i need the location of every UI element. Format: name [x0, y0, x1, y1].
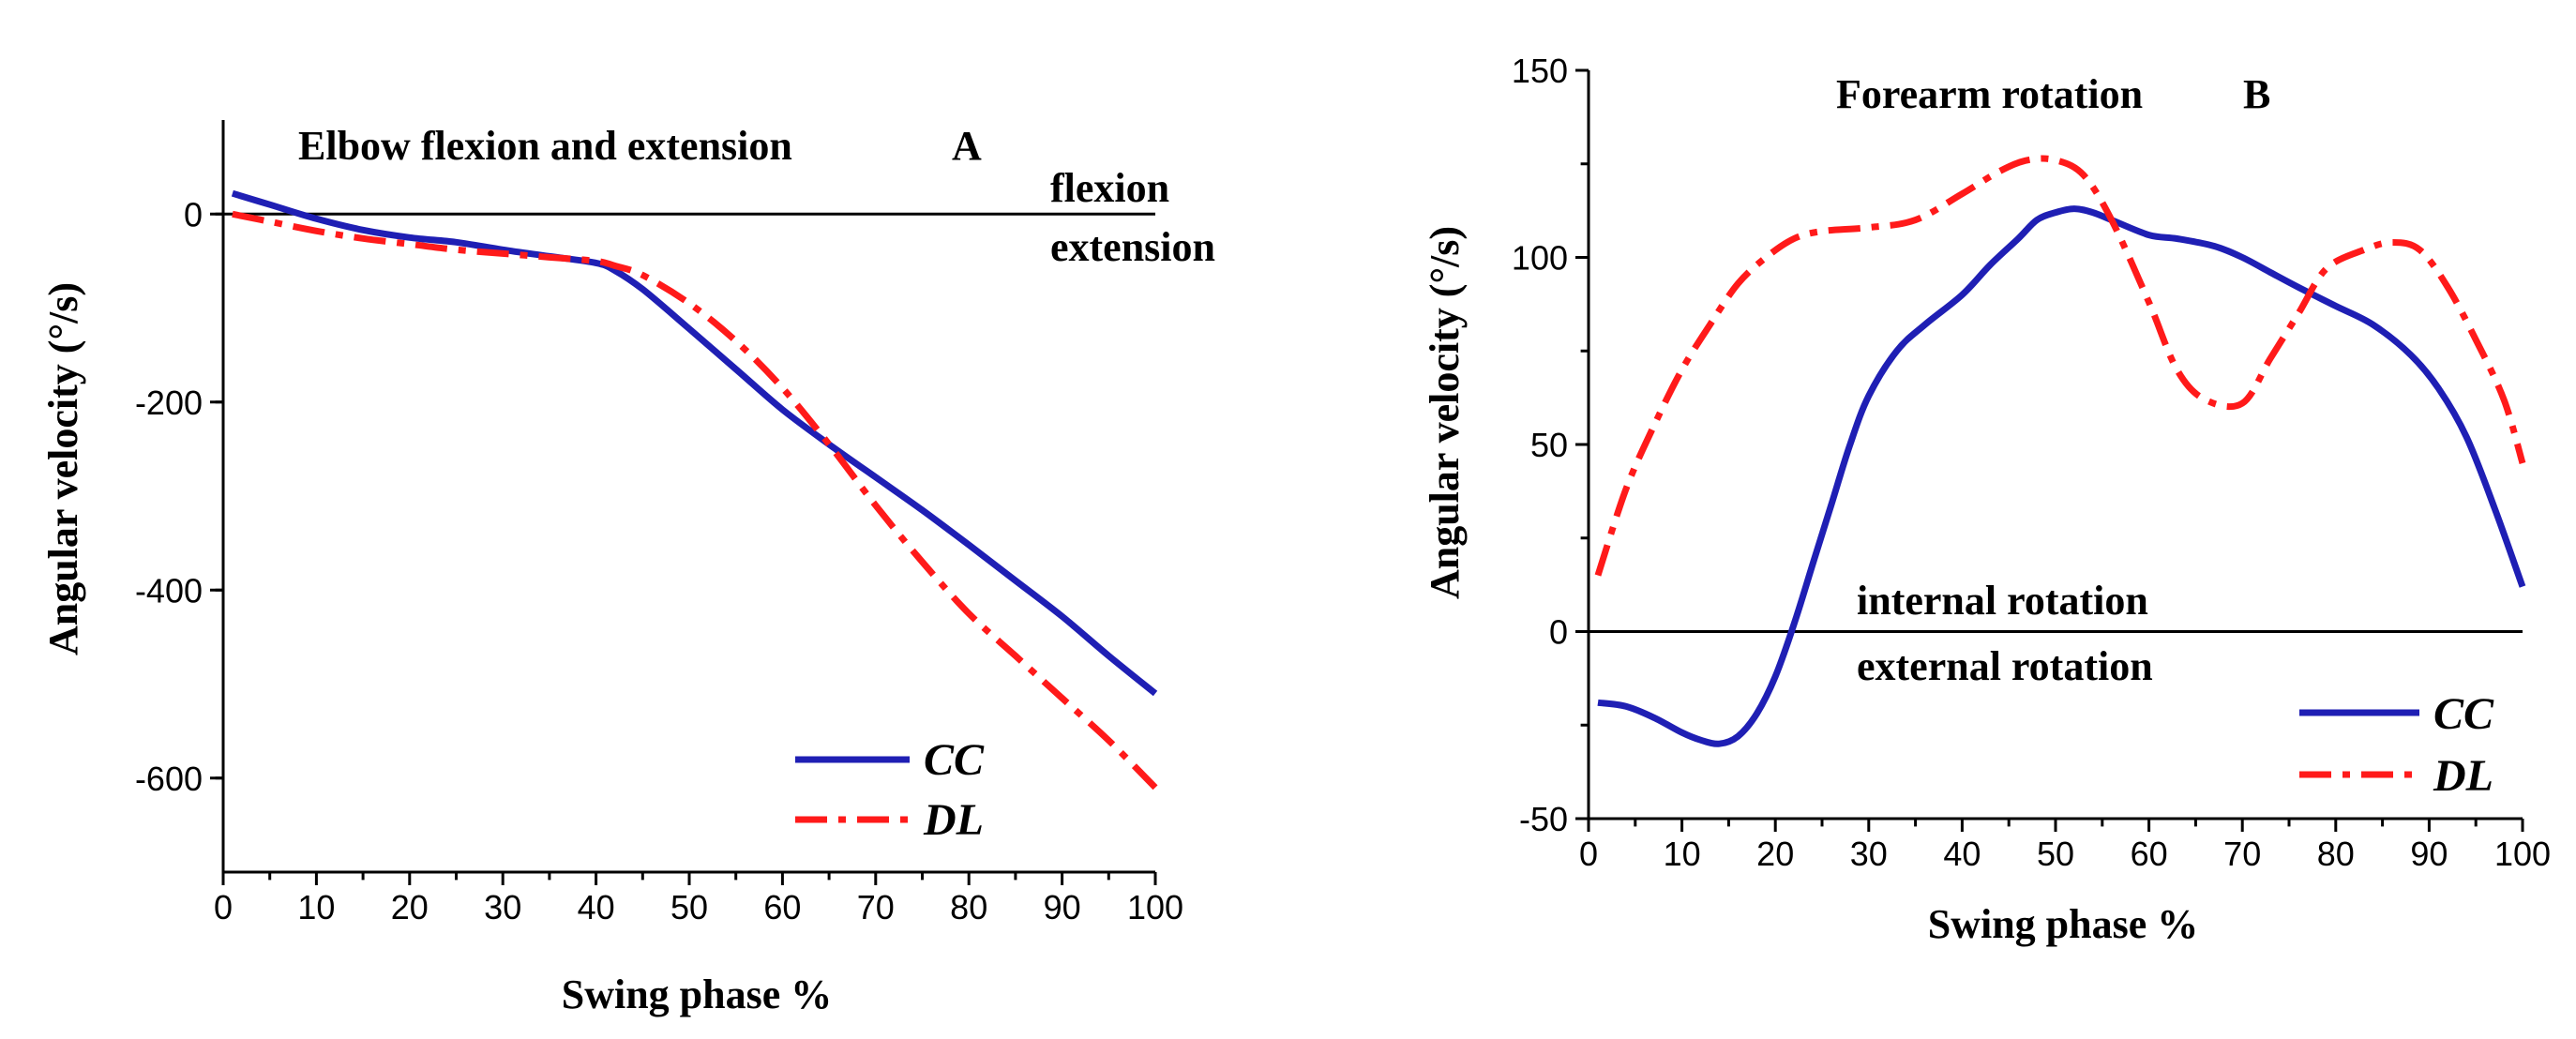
x-tick-label: 50 [670, 888, 708, 926]
y-tick-label: -600 [135, 760, 203, 798]
annotation-above: flexion [1050, 165, 1169, 211]
y-axis-title: Angular velocity (°/s) [1422, 226, 1468, 599]
x-tick-label: 70 [2223, 835, 2261, 873]
series-line-dl [1594, 155, 2526, 577]
x-tick-label: 40 [578, 888, 615, 926]
chart-title: Elbow flexion and extension [298, 123, 792, 169]
y-tick-label: -50 [1519, 800, 1568, 838]
y-tick-label: 0 [1549, 613, 1568, 652]
legend-label-cc: CC [924, 735, 985, 785]
x-tick-label: 10 [1664, 835, 1701, 873]
chart-title: Forearm rotation [1836, 71, 2143, 117]
x-tick-label: 80 [2317, 835, 2355, 873]
x-tick-label: 90 [1044, 888, 1081, 926]
x-tick-label: 0 [214, 888, 233, 926]
panel-label: A [952, 123, 982, 169]
x-tick-label: 60 [2131, 835, 2168, 873]
series-line-dl [232, 210, 1158, 791]
series-line-cc [231, 189, 1158, 697]
annotation-below: extension [1050, 224, 1215, 270]
y-axis-title: Angular velocity (°/s) [40, 282, 86, 655]
x-axis-title: Swing phase % [562, 971, 833, 1017]
x-tick-label: 30 [1850, 835, 1888, 873]
x-tick-label: 70 [857, 888, 895, 926]
x-axis-title: Swing phase % [1928, 901, 2199, 947]
legend-label-dl: DL [2433, 751, 2493, 801]
y-tick-label: 0 [184, 195, 203, 233]
x-tick-label: 100 [2494, 835, 2551, 873]
annotation-above: internal rotation [1857, 578, 2148, 624]
legend: CC DL [795, 735, 985, 845]
y-tick-label: 150 [1512, 52, 1568, 90]
x-tick-label: 50 [2037, 835, 2074, 873]
chart-forearm: Forearm rotation B internal rotation ext… [1422, 52, 2551, 947]
x-tick-label: 100 [1127, 888, 1183, 926]
y-tick-label: -200 [135, 384, 203, 422]
x-tick-label: 20 [391, 888, 429, 926]
legend: CC DL [2299, 689, 2494, 801]
x-tick-label: 20 [1756, 835, 1794, 873]
y-tick-label: 100 [1512, 239, 1568, 278]
annotation-below: external rotation [1857, 643, 2153, 689]
x-tick-label: 60 [763, 888, 801, 926]
y-tick-label: 50 [1530, 426, 1568, 464]
y-tick-label: -400 [135, 571, 203, 610]
x-tick-label: 30 [484, 888, 521, 926]
x-tick-label: 90 [2410, 835, 2448, 873]
series-line-cc [1597, 205, 2526, 747]
chart-elbow: Elbow flexion and extension A flexion ex… [40, 120, 1215, 1017]
x-tick-label: 10 [297, 888, 335, 926]
x-tick-label: 40 [1943, 835, 1981, 873]
legend-label-dl: DL [923, 795, 984, 845]
panel-label: B [2243, 71, 2270, 117]
legend-label-cc: CC [2433, 689, 2494, 739]
x-tick-label: 0 [1579, 835, 1598, 873]
x-tick-label: 80 [950, 888, 987, 926]
